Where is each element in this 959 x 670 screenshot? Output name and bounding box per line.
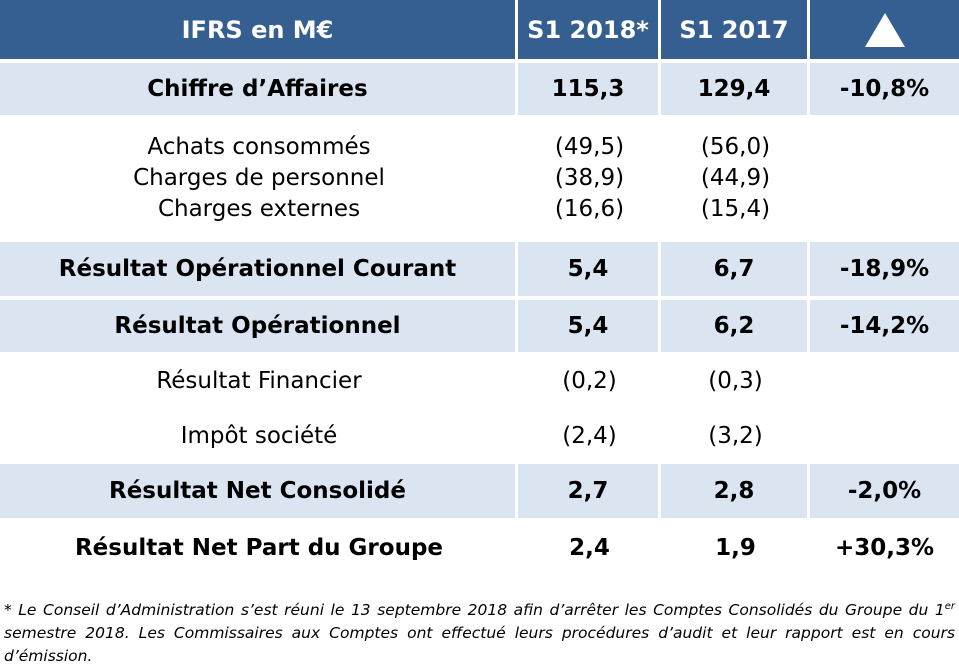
row-is-delta-cell xyxy=(810,410,959,462)
row-rnpg-2018-cell: 2,4 xyxy=(518,518,661,578)
row-ro-2018-cell: 5,4 xyxy=(518,300,661,352)
row-rnpg-2017: 1,9 xyxy=(715,535,756,561)
row-charges-2018-cell: (49,5) (38,9) (16,6) xyxy=(518,115,661,242)
row-rnc-2018-cell: 2,7 xyxy=(518,464,661,518)
row-rf-2017: (0,3) xyxy=(708,367,763,394)
header-2018: S1 2018* xyxy=(527,15,649,44)
delta-triangle-icon xyxy=(864,12,905,47)
row-roc-2018: 5,4 xyxy=(567,256,609,282)
row-charges-2017-cell: (56,0) (44,9) (15,4) xyxy=(661,115,810,242)
row-ca-2017-cell: 129,4 xyxy=(661,63,810,115)
row-personnel-2018: (38,9) xyxy=(554,165,625,191)
row-rnc-2017: 2,8 xyxy=(713,478,755,504)
row-ro-2018: 5,4 xyxy=(567,313,609,339)
row-achats-label: Achats consommés xyxy=(147,134,371,160)
row-rnc-delta: -2,0% xyxy=(847,478,922,504)
row-rf-delta-cell xyxy=(810,352,959,410)
row-rf-2018: (0,2) xyxy=(562,367,617,394)
footnote-text-2: semestre 2018. Les Commissaires aux Comp… xyxy=(4,624,955,665)
row-charges-delta-cell xyxy=(810,115,959,242)
row-ro-delta-cell: -14,2% xyxy=(810,300,959,352)
row-personnel-2017: (44,9) xyxy=(700,165,771,191)
row-separator xyxy=(0,59,959,63)
header-label: IFRS en M€ xyxy=(181,15,334,44)
row-rnpg-delta-cell: +30,3% xyxy=(810,518,959,578)
header-2017-cell: S1 2017 xyxy=(661,0,810,59)
footnote: * Le Conseil d’Administration s’est réun… xyxy=(4,599,955,668)
row-ro-2017-cell: 6,2 xyxy=(661,300,810,352)
row-rnpg-label: Résultat Net Part du Groupe xyxy=(74,535,444,561)
footnote-text-1: * Le Conseil d’Administration s’est réun… xyxy=(4,601,945,619)
header-label-cell: IFRS en M€ xyxy=(0,0,518,59)
row-is-2018-cell: (2,4) xyxy=(518,410,661,462)
row-externes-2017: (15,4) xyxy=(700,196,771,222)
row-rnc-delta-cell: -2,0% xyxy=(810,464,959,518)
row-achats-2017: (56,0) xyxy=(700,134,771,160)
row-rnc-label-cell: Résultat Net Consolidé xyxy=(0,464,518,518)
footnote-superscript: er xyxy=(944,600,955,612)
header-2017: S1 2017 xyxy=(679,15,789,44)
row-is-2017-cell: (3,2) xyxy=(661,410,810,462)
row-rnpg-2018: 2,4 xyxy=(569,535,610,561)
row-roc-2017: 6,7 xyxy=(713,256,755,282)
row-personnel-label: Charges de personnel xyxy=(133,165,385,191)
header-delta-cell xyxy=(810,0,959,59)
row-ro-delta: -14,2% xyxy=(839,313,930,339)
row-is-label: Impôt société xyxy=(180,422,338,449)
row-charges-label-cell: Achats consommés Charges de personnel Ch… xyxy=(0,115,518,242)
row-roc-delta-cell: -18,9% xyxy=(810,242,959,296)
row-is-label-cell: Impôt société xyxy=(0,410,518,462)
row-ca-delta-cell: -10,8% xyxy=(810,63,959,115)
row-ro-label-cell: Résultat Opérationnel xyxy=(0,300,518,352)
row-ca-delta: -10,8% xyxy=(839,76,930,102)
row-rf-label-cell: Résultat Financier xyxy=(0,352,518,410)
row-ca-2018-cell: 115,3 xyxy=(518,63,661,115)
row-is-2017: (3,2) xyxy=(708,422,763,449)
row-separator xyxy=(0,296,959,300)
row-ca-2018: 115,3 xyxy=(551,76,625,102)
row-rnc-label: Résultat Net Consolidé xyxy=(108,478,406,504)
row-roc-label: Résultat Opérationnel Courant xyxy=(58,256,457,282)
row-rnpg-delta: +30,3% xyxy=(834,535,935,561)
row-rnpg-2017-cell: 1,9 xyxy=(661,518,810,578)
row-rf-2018-cell: (0,2) xyxy=(518,352,661,410)
row-rf-label: Résultat Financier xyxy=(156,367,362,394)
header-2018-cell: S1 2018* xyxy=(518,0,661,59)
row-rnc-2017-cell: 2,8 xyxy=(661,464,810,518)
row-is-2018: (2,4) xyxy=(562,422,617,449)
row-roc-label-cell: Résultat Opérationnel Courant xyxy=(0,242,518,296)
row-rf-2017-cell: (0,3) xyxy=(661,352,810,410)
row-externes-2018: (16,6) xyxy=(554,196,625,222)
row-ca-label-cell: Chiffre d’Affaires xyxy=(0,63,518,115)
row-ro-label: Résultat Opérationnel xyxy=(114,313,401,339)
row-ro-2017: 6,2 xyxy=(713,313,755,339)
row-rnc-2018: 2,7 xyxy=(567,478,609,504)
row-ca-label: Chiffre d’Affaires xyxy=(147,76,368,102)
row-achats-2018: (49,5) xyxy=(554,134,625,160)
row-roc-2017-cell: 6,7 xyxy=(661,242,810,296)
row-roc-2018-cell: 5,4 xyxy=(518,242,661,296)
row-rnpg-label-cell: Résultat Net Part du Groupe xyxy=(0,518,518,578)
row-externes-label: Charges externes xyxy=(157,196,361,222)
row-roc-delta: -18,9% xyxy=(839,256,930,282)
financial-table: IFRS en M€ S1 2018* S1 2017 Chiffre d’Af… xyxy=(0,0,959,578)
row-ca-2017: 129,4 xyxy=(697,76,771,102)
row-separator xyxy=(0,462,959,464)
